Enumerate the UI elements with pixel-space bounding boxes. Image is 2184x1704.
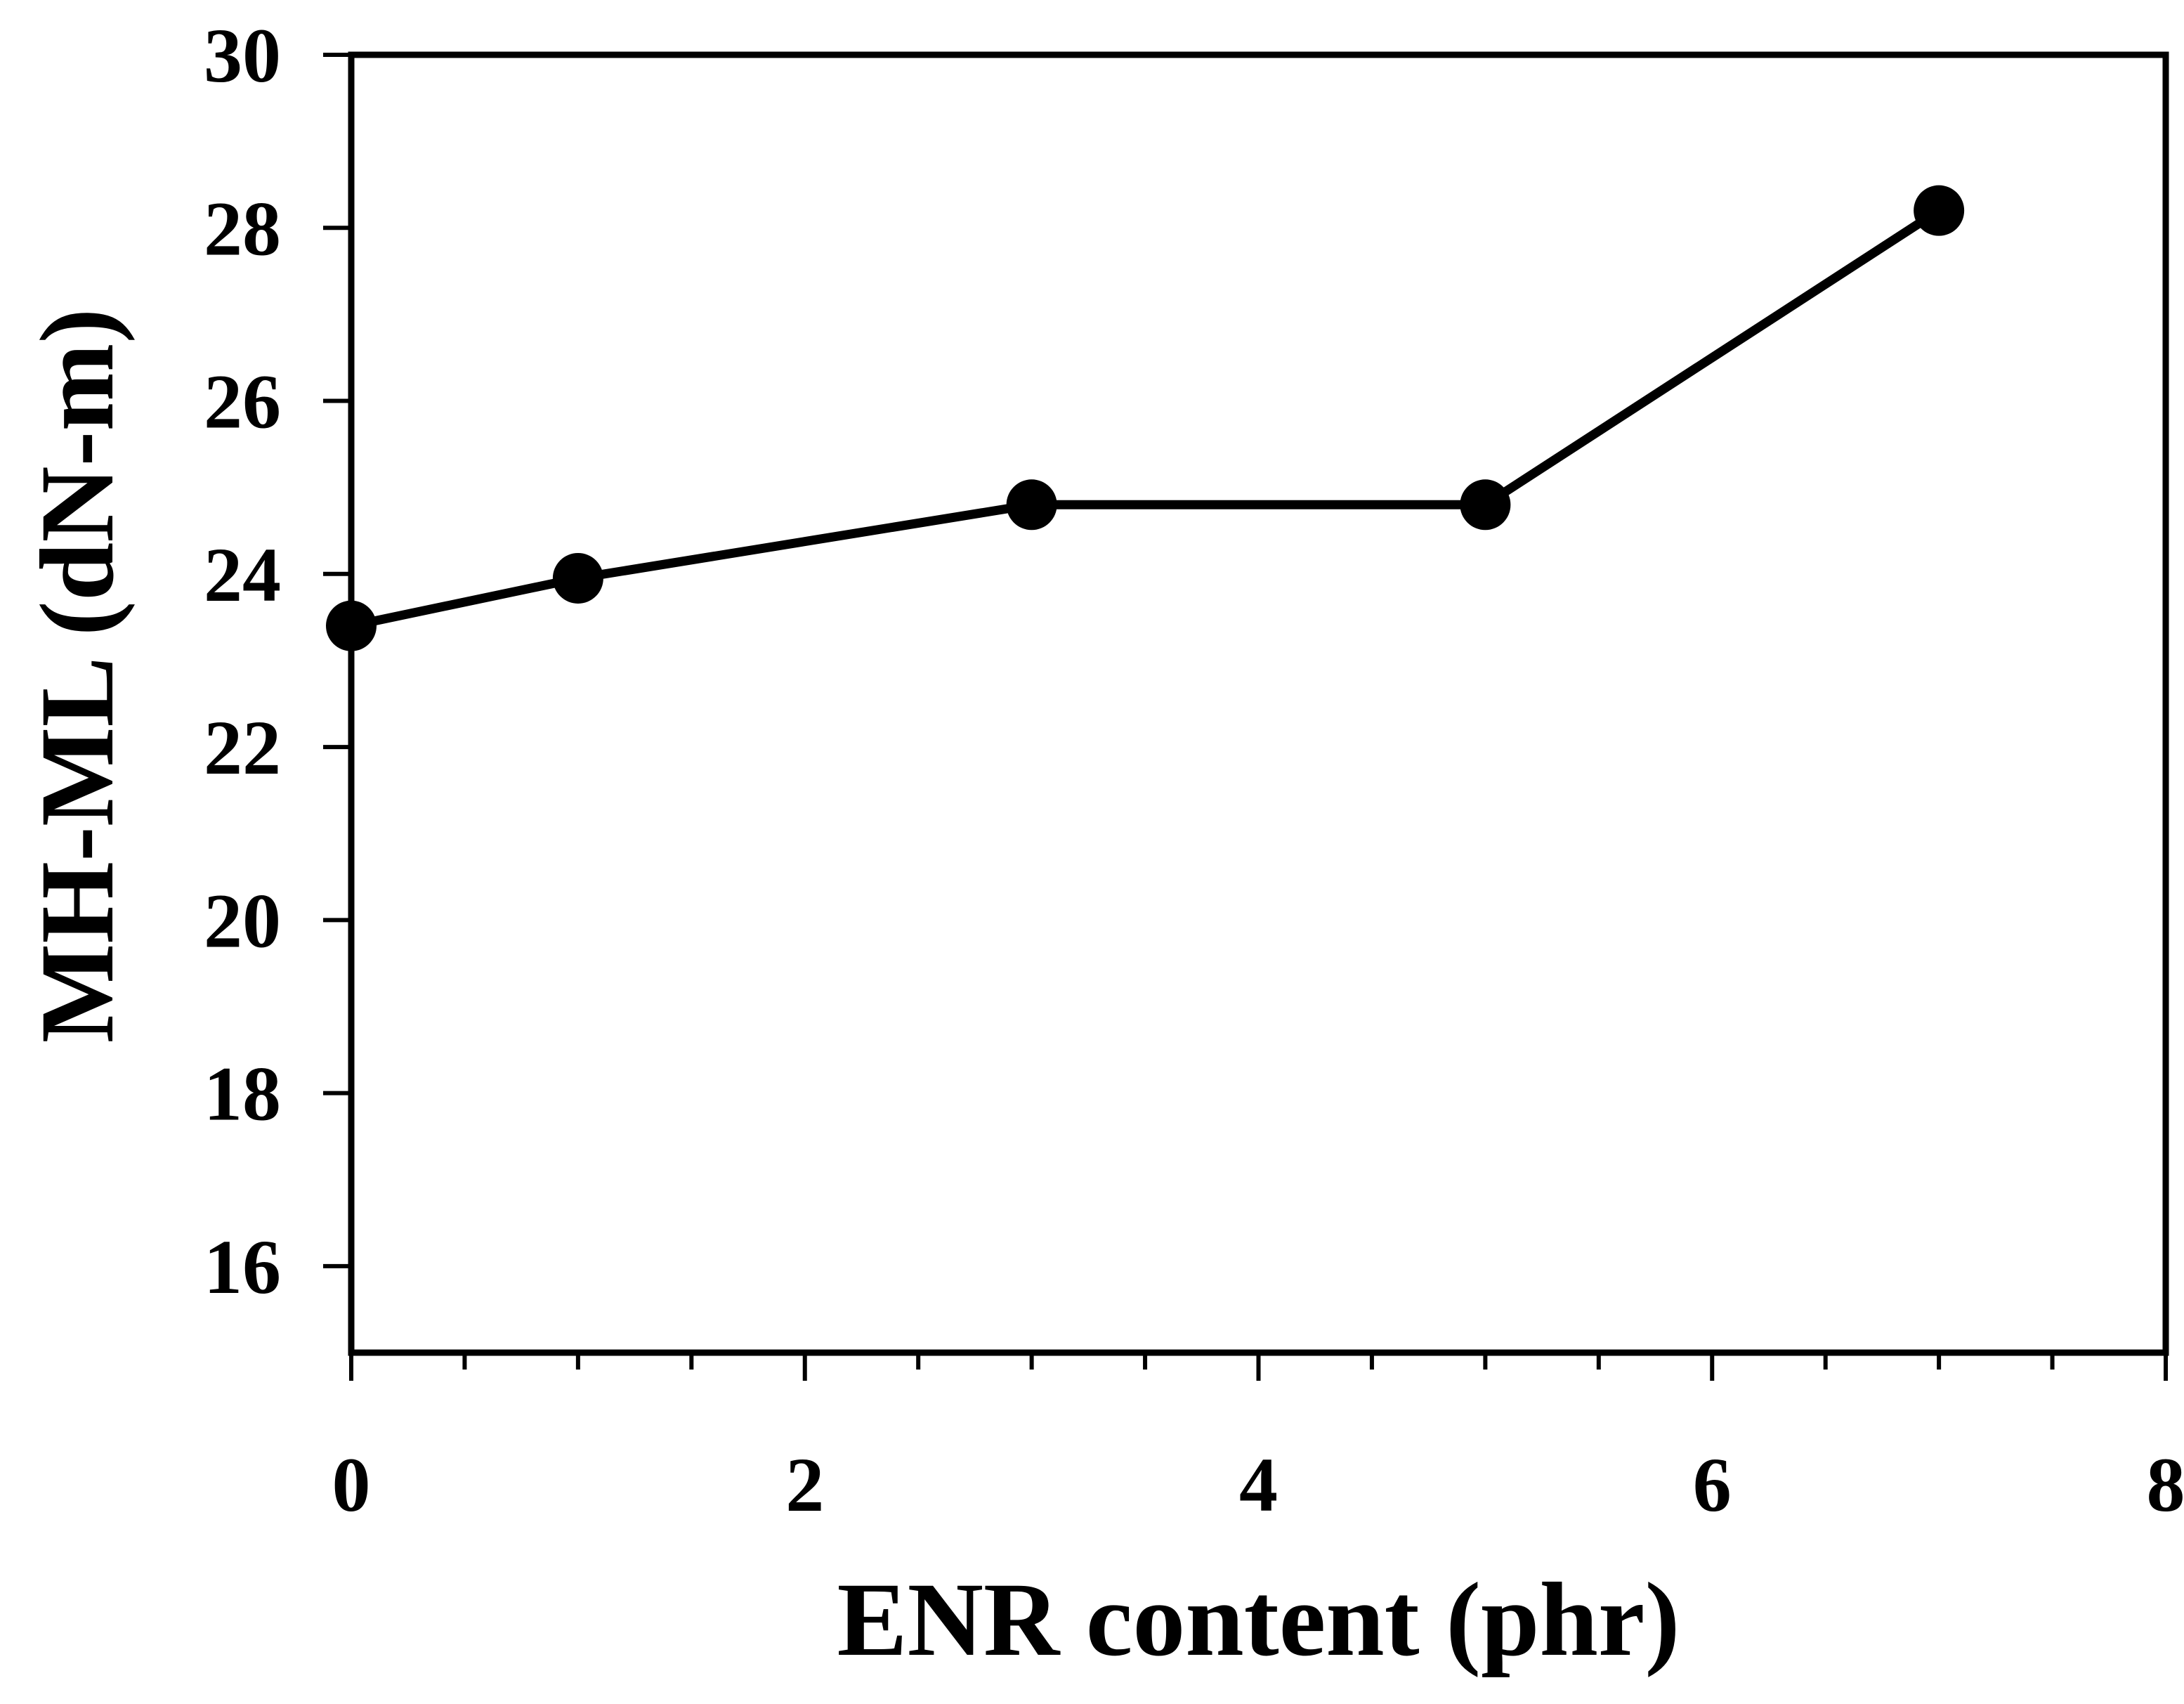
- x-axis-title: ENR content (phr): [837, 1561, 1680, 1678]
- data-series: [326, 185, 1965, 651]
- y-tick-label: 26: [204, 359, 281, 445]
- y-tick-label: 30: [204, 13, 281, 98]
- y-tick-label: 20: [204, 878, 281, 963]
- x-tick-label: 8: [2147, 1442, 2184, 1528]
- x-tick-label: 2: [785, 1442, 824, 1528]
- y-tick-label: 24: [204, 532, 281, 618]
- y-axis-title: MH-ML (dN-m): [19, 308, 136, 1043]
- y-tick-label: 16: [204, 1224, 281, 1310]
- x-tick-label: 0: [332, 1442, 371, 1528]
- x-tick-label: 6: [1693, 1442, 1732, 1528]
- data-point: [1460, 479, 1511, 531]
- data-point: [1006, 479, 1057, 531]
- x-tick-label: 4: [1239, 1442, 1278, 1528]
- y-tick-label: 18: [204, 1051, 281, 1137]
- data-point: [552, 552, 603, 604]
- data-point: [1914, 185, 1965, 236]
- y-tick-label: 22: [204, 705, 281, 791]
- y-tick-label: 28: [204, 186, 281, 271]
- plot-frame: [348, 51, 2169, 1356]
- axis-ticks: [323, 53, 2168, 1381]
